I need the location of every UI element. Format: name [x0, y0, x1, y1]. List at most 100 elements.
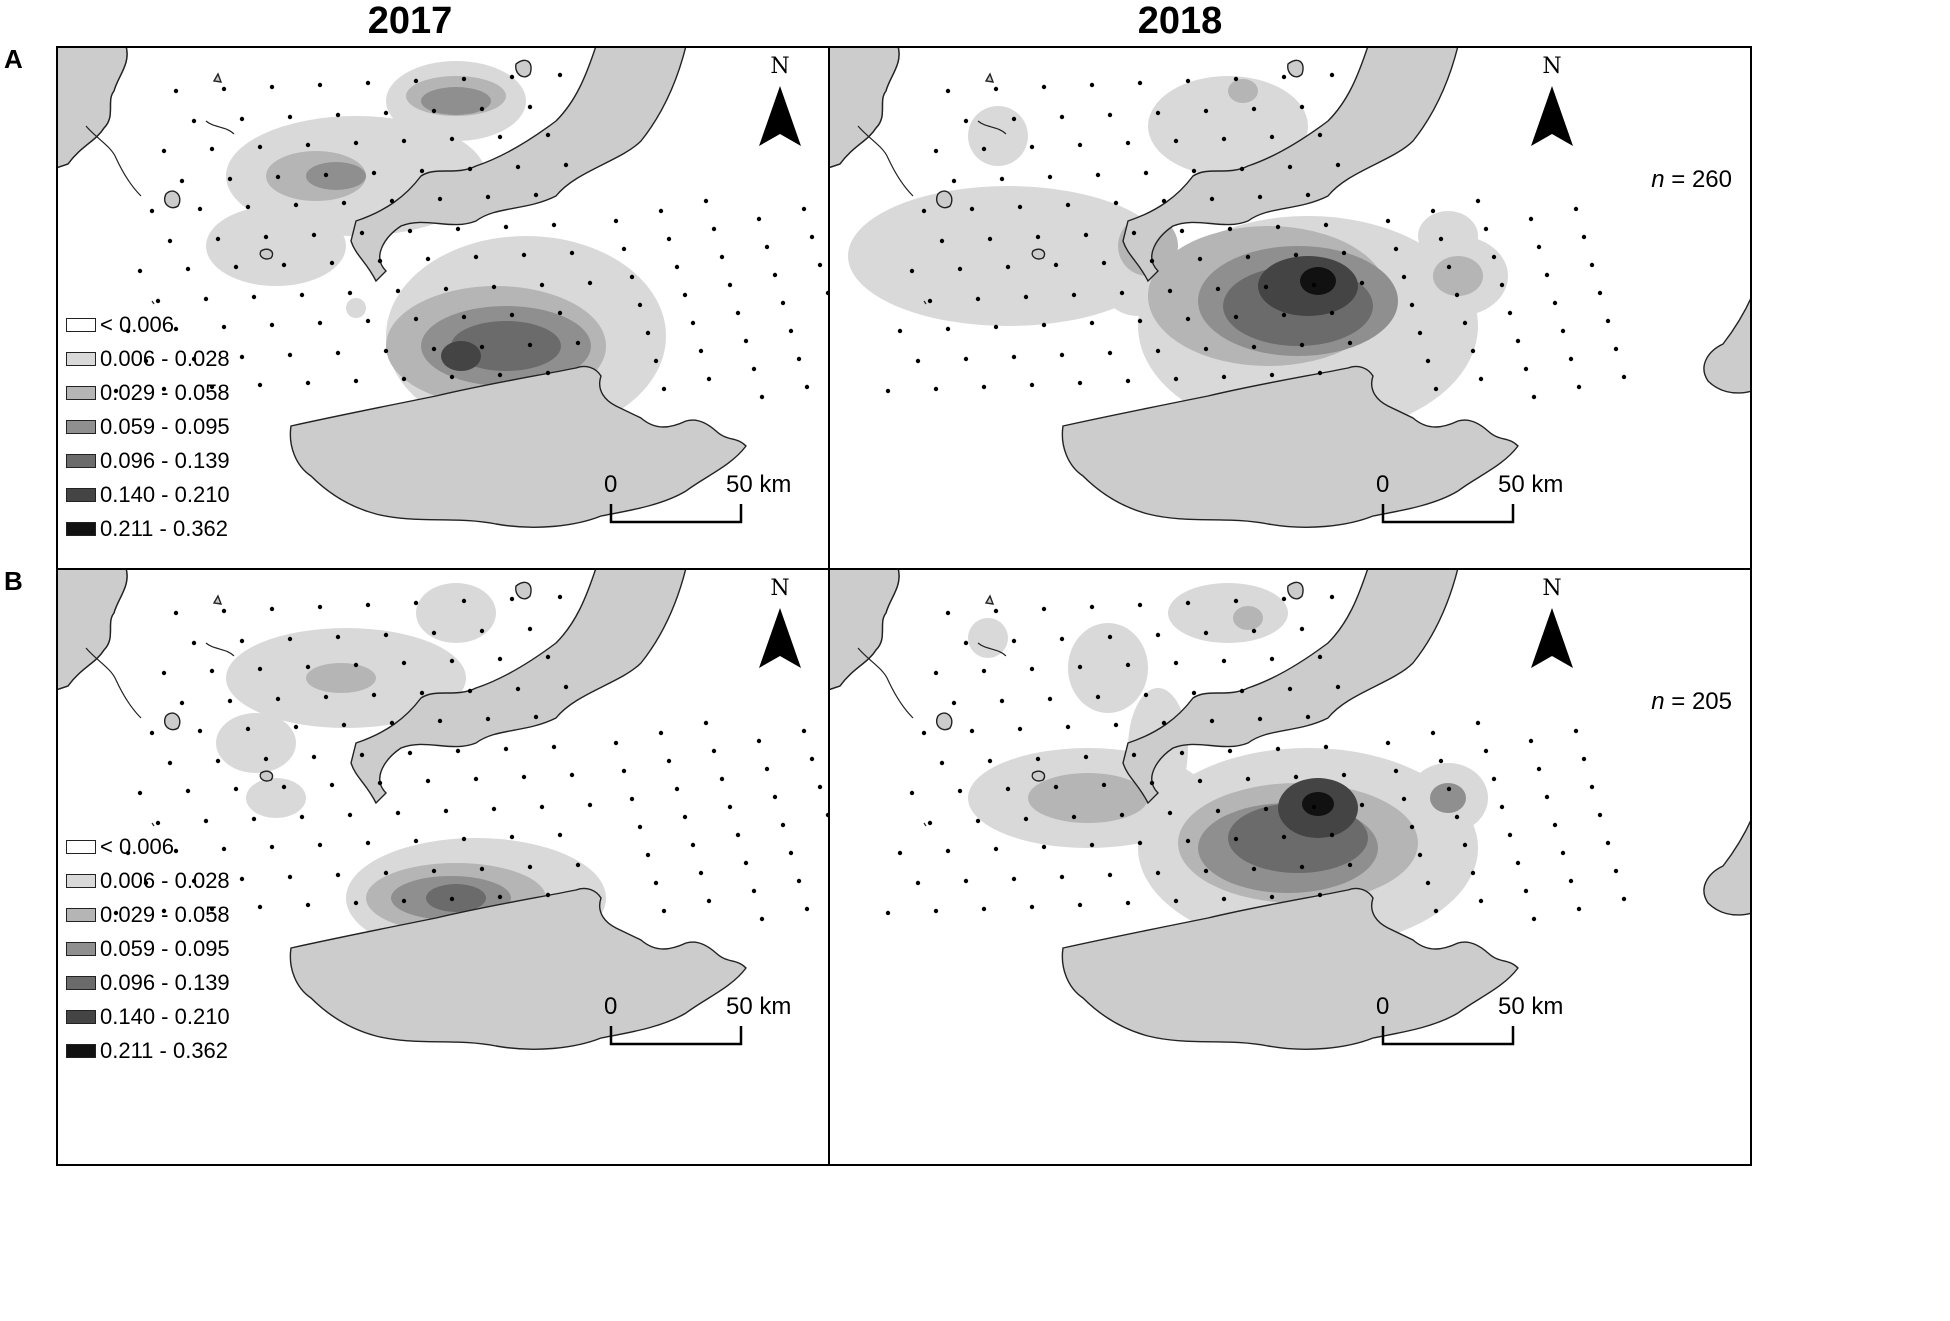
- sampling-station: [557, 594, 563, 600]
- sampling-station: [1581, 756, 1587, 762]
- sampling-station: [682, 814, 688, 820]
- sampling-station: [1613, 868, 1619, 874]
- sampling-station: [449, 896, 455, 902]
- sampling-station: [1621, 374, 1627, 380]
- legend-swatch: [66, 318, 96, 332]
- legend-entry: 0.096 - 0.139: [66, 444, 230, 478]
- sampling-station: [503, 224, 509, 230]
- legend-swatch: [66, 352, 96, 366]
- sampling-station: [1083, 232, 1089, 238]
- sampling-station: [527, 864, 533, 870]
- sampling-station: [1589, 262, 1595, 268]
- sampling-station: [371, 692, 377, 698]
- sampling-station: [927, 298, 933, 304]
- sampling-station: [1544, 794, 1550, 800]
- sampling-station: [993, 846, 999, 852]
- sampling-station: [1544, 272, 1550, 278]
- sampling-station: [1191, 168, 1197, 174]
- sampling-station: [975, 818, 981, 824]
- sampling-station: [533, 192, 539, 198]
- sampling-station: [1101, 260, 1107, 266]
- sampling-station: [1311, 282, 1317, 288]
- sampling-station: [401, 138, 407, 144]
- sampling-station: [987, 236, 993, 242]
- sampling-station: [239, 354, 245, 360]
- sampling-station: [1287, 686, 1293, 692]
- sampling-station: [1089, 320, 1095, 326]
- sampling-station: [1499, 804, 1505, 810]
- sampling-station: [788, 328, 794, 334]
- sampling-station: [407, 750, 413, 756]
- sampling-station: [1137, 318, 1143, 324]
- sampling-station: [1385, 740, 1391, 746]
- landmass: [984, 594, 995, 605]
- sampling-station: [653, 880, 659, 886]
- sampling-station: [698, 870, 704, 876]
- sampling-station: [885, 388, 891, 394]
- scale-bar: [1381, 1026, 1515, 1046]
- sampling-station: [1173, 376, 1179, 382]
- density-contour: [1168, 583, 1288, 643]
- sampling-station: [1233, 836, 1239, 842]
- sampling-station: [161, 670, 167, 676]
- legend-swatch: [66, 874, 96, 888]
- density-contour: [1418, 211, 1478, 261]
- sampling-station: [1221, 896, 1227, 902]
- sampling-station: [915, 880, 921, 886]
- sampling-station: [1125, 900, 1131, 906]
- sampling-station: [1430, 730, 1436, 736]
- sampling-station: [1029, 382, 1035, 388]
- sampling-station: [335, 634, 341, 640]
- sampling-station: [1499, 282, 1505, 288]
- sampling-station: [1299, 104, 1305, 110]
- sampling-station: [921, 208, 927, 214]
- sampling-station: [981, 146, 987, 152]
- sampling-station: [788, 850, 794, 856]
- sampling-station: [551, 744, 557, 750]
- sampling-station: [703, 198, 709, 204]
- sampling-station: [275, 696, 281, 702]
- sampling-station: [780, 822, 786, 828]
- sampling-station: [1185, 316, 1191, 322]
- sampling-station: [951, 700, 957, 706]
- sampling-station: [1227, 226, 1233, 232]
- sampling-station: [999, 176, 1005, 182]
- density-contour: [346, 298, 366, 318]
- sampling-station: [269, 84, 275, 90]
- scale-bar: [1381, 504, 1515, 524]
- north-label: N: [1542, 54, 1562, 79]
- landmass: [212, 594, 223, 605]
- sampling-station: [359, 230, 365, 236]
- sampling-station: [1143, 692, 1149, 698]
- station-layer: [113, 594, 855, 922]
- sampling-station: [485, 194, 491, 200]
- sampling-station: [527, 626, 533, 632]
- sampling-station: [1323, 222, 1329, 228]
- legend-entry: 0.140 - 0.210: [66, 478, 230, 512]
- sampling-station: [233, 264, 239, 270]
- landmass: [1122, 568, 1459, 805]
- sampling-station: [1029, 666, 1035, 672]
- sampling-station: [1573, 728, 1579, 734]
- sampling-station: [329, 782, 335, 788]
- sampling-station: [759, 394, 765, 400]
- legend-label: 0.140 - 0.210: [100, 1004, 230, 1029]
- sampling-station: [1041, 844, 1047, 850]
- sampling-station: [191, 356, 197, 362]
- sampling-station: [1077, 142, 1083, 148]
- sampling-station: [1393, 246, 1399, 252]
- sampling-station: [1281, 312, 1287, 318]
- sampling-station: [425, 256, 431, 262]
- sampling-station: [227, 176, 233, 182]
- sampling-station: [329, 260, 335, 266]
- sampling-station: [1523, 366, 1529, 372]
- sampling-station: [521, 774, 527, 780]
- sampling-station: [239, 116, 245, 122]
- legend-swatch: [66, 1044, 96, 1058]
- sampling-station: [1251, 866, 1257, 872]
- north-label: N: [770, 54, 790, 79]
- sampling-station: [951, 178, 957, 184]
- sampling-station: [1470, 870, 1476, 876]
- sampling-station: [1568, 878, 1574, 884]
- scale-start-label: 0: [1376, 471, 1390, 498]
